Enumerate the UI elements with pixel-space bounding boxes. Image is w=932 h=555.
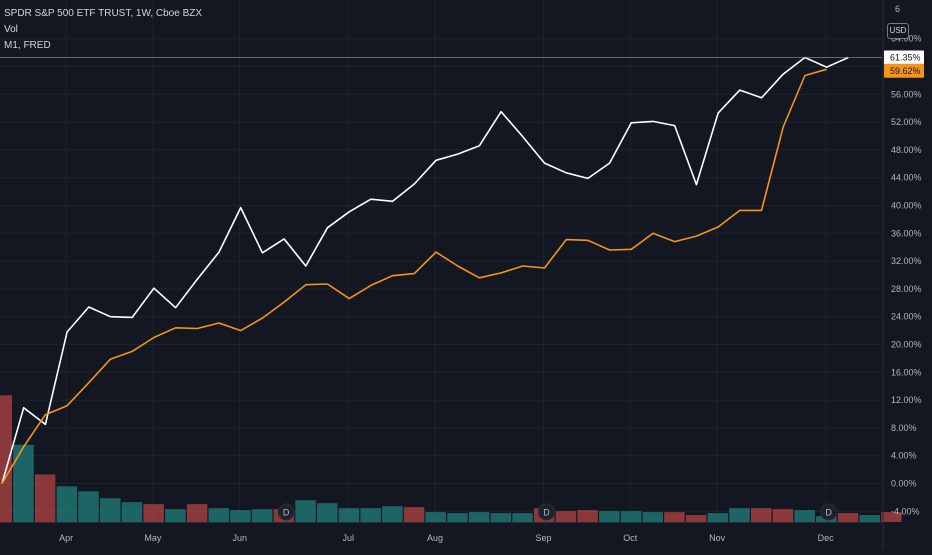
x-tick-label: Dec (818, 533, 835, 543)
volume-bar (491, 513, 512, 522)
volume-bar (643, 512, 664, 522)
dividend-marker-label: D (825, 508, 832, 518)
spy-last-value-text: 61.35% (890, 52, 921, 62)
m1-last-value-text: 59.62% (890, 66, 921, 76)
y-tick-label: 8.00% (891, 423, 917, 433)
dividend-marker-label: D (543, 508, 550, 518)
x-tick-label: May (144, 533, 162, 543)
volume-bar (664, 512, 685, 522)
y-tick-label: 28.00% (891, 284, 922, 294)
volume-bar (686, 515, 707, 522)
y-tick-label: 36.00% (891, 228, 922, 238)
m1-last-value-label: 59.62% (884, 64, 924, 78)
volume-bar (78, 491, 99, 522)
volume-bar (295, 500, 316, 522)
volume-bar (599, 511, 620, 522)
y-tick-label: 16.00% (891, 367, 922, 377)
volume-bar (404, 507, 425, 522)
volume-bar (143, 504, 164, 522)
dividend-marker[interactable]: D (539, 504, 555, 520)
volume-bar (209, 508, 230, 522)
volume-bar (794, 510, 815, 522)
dividend-marker[interactable]: D (278, 504, 294, 520)
volume-bar (621, 511, 642, 522)
volume-bar (556, 511, 577, 522)
volume-bar (860, 515, 881, 522)
volume-bar (751, 508, 772, 522)
volume-bar (252, 509, 273, 522)
chart-legend: SPDR S&P 500 ETF TRUST, 1W, Cboe BZX Vol… (4, 6, 202, 54)
m1-line (2, 69, 827, 483)
y-tick-label: 32.00% (891, 256, 922, 266)
volume-bar (360, 508, 381, 522)
x-tick-label: Sep (535, 533, 551, 543)
volume-bar (122, 502, 143, 522)
x-tick-label: Nov (709, 533, 726, 543)
volume-bar (0, 395, 12, 522)
y-tick-label: 20.00% (891, 340, 922, 350)
y-tick-label: 12.00% (891, 395, 922, 405)
volume-bar (230, 510, 251, 522)
volume-bar (35, 474, 56, 522)
volume-bar (187, 504, 208, 522)
series-lines (0, 57, 882, 483)
y-tick-label: 4.00% (891, 451, 917, 461)
volume-bar (447, 513, 468, 522)
y-tick-label: 24.00% (891, 312, 922, 322)
volume-bar (100, 498, 121, 522)
dividend-marker-label: D (283, 508, 290, 518)
volume-bar (729, 508, 750, 522)
y-tick-label: 52.00% (891, 117, 922, 127)
volume-bar (13, 445, 34, 522)
currency-badge[interactable]: USD (887, 23, 909, 39)
y-tick-label: 0.00% (891, 479, 917, 489)
x-tick-label: Aug (427, 533, 443, 543)
x-tick-label: Oct (623, 533, 638, 543)
y-tick-label: -4.00% (891, 506, 920, 516)
x-tick-label: Jul (342, 533, 354, 543)
x-tick-label: Jun (232, 533, 247, 543)
y-tick-label: 56.00% (891, 89, 922, 99)
y-tick-label-clipped: 6 (895, 4, 900, 14)
volume-bar (426, 512, 447, 522)
y-tick-label: 40.00% (891, 201, 922, 211)
volume-bar (339, 508, 360, 522)
price-axis[interactable]: 64.00%60.00%56.00%52.00%48.00%44.00%40.0… (883, 0, 924, 550)
grid-lines (0, 0, 882, 522)
volume-bar (317, 503, 338, 522)
volume-bar (57, 486, 78, 522)
volume-bar (838, 513, 859, 522)
volume-bar (708, 513, 729, 522)
dividend-marker[interactable]: D (821, 504, 837, 520)
spy-last-value-label: 61.35% (884, 50, 924, 64)
volume-bars (0, 395, 902, 522)
volume-bar (577, 510, 598, 522)
y-tick-label: 48.00% (891, 145, 922, 155)
volume-bar (512, 513, 533, 522)
symbol-title[interactable]: SPDR S&P 500 ETF TRUST, 1W, Cboe BZX (4, 6, 202, 22)
volume-indicator-label[interactable]: Vol (4, 22, 202, 38)
volume-bar (382, 506, 403, 522)
x-tick-label: Apr (59, 533, 73, 543)
y-tick-label: 44.00% (891, 173, 922, 183)
volume-bar (165, 509, 186, 522)
volume-bar (469, 512, 490, 522)
volume-bar (773, 509, 794, 522)
time-axis[interactable]: Apr May Jun Jul Aug Sep Oct Nov Dec (0, 523, 883, 544)
spy-line (2, 58, 848, 484)
compare-series-label[interactable]: M1, FRED (4, 38, 202, 54)
